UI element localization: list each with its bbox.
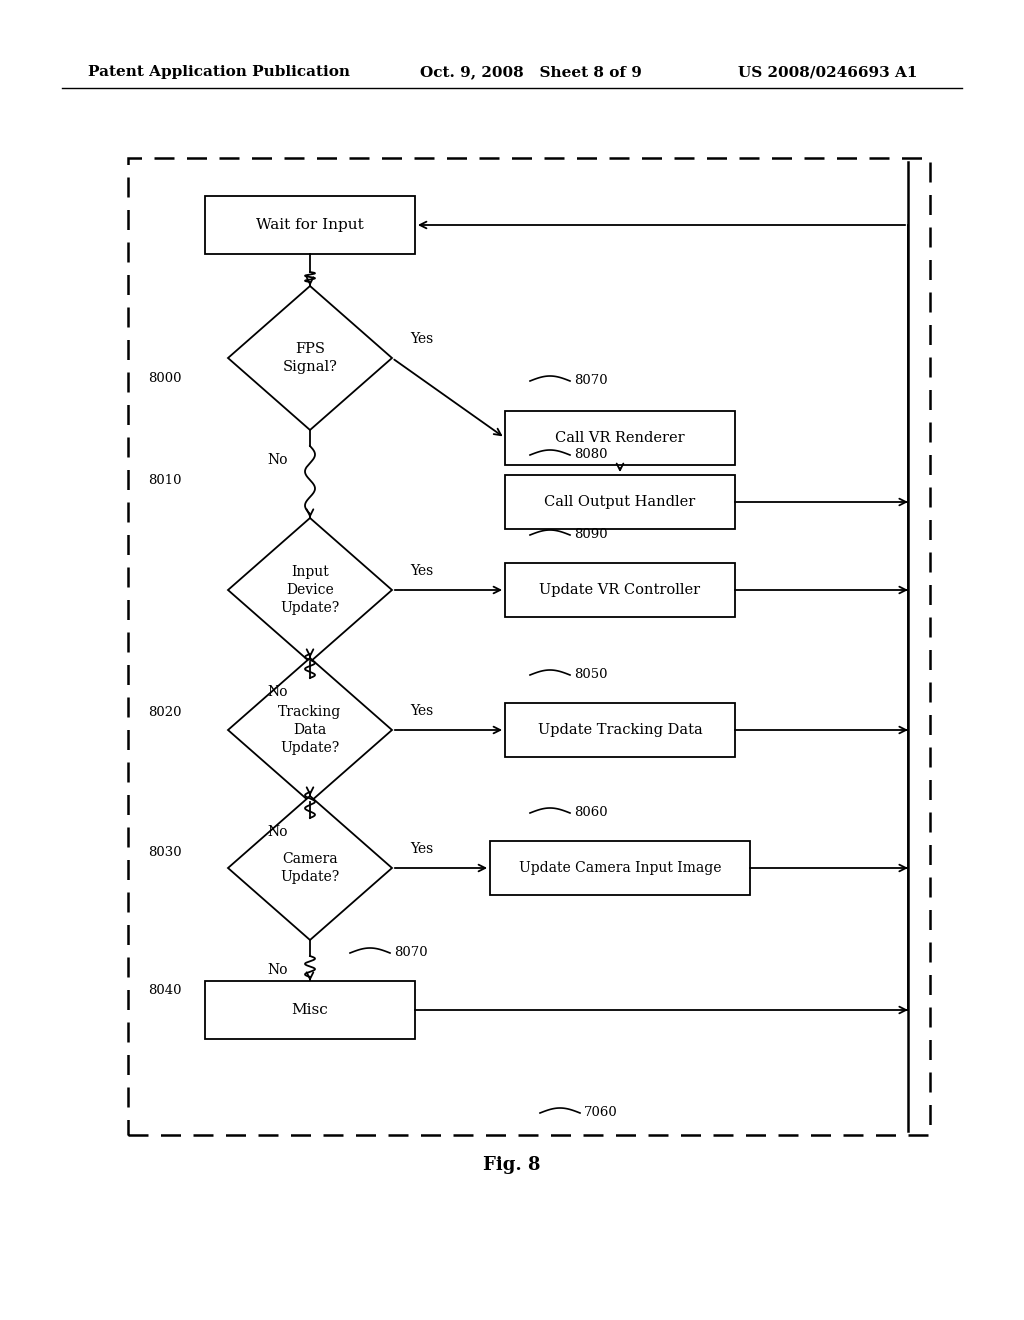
Text: Wait for Input: Wait for Input <box>256 218 364 232</box>
Text: FPS
Signal?: FPS Signal? <box>283 342 338 374</box>
Text: 8010: 8010 <box>148 474 181 487</box>
Polygon shape <box>228 657 392 803</box>
FancyBboxPatch shape <box>505 564 735 616</box>
Text: No: No <box>267 453 288 467</box>
Polygon shape <box>228 517 392 663</box>
Text: 8000: 8000 <box>148 371 181 384</box>
Text: Tracking
Data
Update?: Tracking Data Update? <box>279 705 342 755</box>
Text: Fig. 8: Fig. 8 <box>483 1156 541 1173</box>
Text: 7060: 7060 <box>584 1106 617 1119</box>
FancyBboxPatch shape <box>490 841 750 895</box>
Text: Update Camera Input Image: Update Camera Input Image <box>519 861 721 875</box>
Text: Yes: Yes <box>410 564 433 578</box>
Polygon shape <box>228 286 392 430</box>
FancyBboxPatch shape <box>505 704 735 756</box>
Polygon shape <box>228 796 392 940</box>
Text: 8030: 8030 <box>148 846 181 858</box>
Text: Oct. 9, 2008   Sheet 8 of 9: Oct. 9, 2008 Sheet 8 of 9 <box>420 65 642 79</box>
Text: 8020: 8020 <box>148 705 181 718</box>
Text: Yes: Yes <box>410 704 433 718</box>
Text: No: No <box>267 685 288 700</box>
Text: Yes: Yes <box>410 842 433 855</box>
FancyBboxPatch shape <box>205 195 415 253</box>
Text: Call Output Handler: Call Output Handler <box>545 495 695 510</box>
Text: 8090: 8090 <box>574 528 607 541</box>
Text: 8040: 8040 <box>148 983 181 997</box>
Text: No: No <box>267 964 288 977</box>
Text: No: No <box>267 825 288 840</box>
Text: 8050: 8050 <box>574 668 607 681</box>
Text: 8060: 8060 <box>574 807 607 820</box>
Text: US 2008/0246693 A1: US 2008/0246693 A1 <box>738 65 918 79</box>
Text: Update VR Controller: Update VR Controller <box>540 583 700 597</box>
Text: Call VR Renderer: Call VR Renderer <box>555 432 685 445</box>
Text: Camera
Update?: Camera Update? <box>281 851 340 884</box>
Text: Yes: Yes <box>410 333 433 346</box>
Text: 8070: 8070 <box>574 375 607 388</box>
Text: Patent Application Publication: Patent Application Publication <box>88 65 350 79</box>
Text: 8070: 8070 <box>394 946 428 960</box>
FancyBboxPatch shape <box>505 411 735 465</box>
FancyBboxPatch shape <box>505 475 735 529</box>
Text: Input
Device
Update?: Input Device Update? <box>281 565 340 615</box>
FancyBboxPatch shape <box>205 981 415 1039</box>
Text: Update Tracking Data: Update Tracking Data <box>538 723 702 737</box>
Text: Misc: Misc <box>292 1003 329 1016</box>
Text: 8080: 8080 <box>574 449 607 462</box>
